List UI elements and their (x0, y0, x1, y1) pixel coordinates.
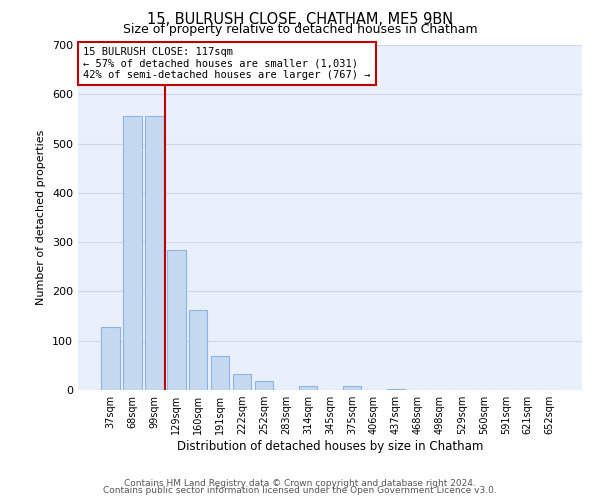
Text: 15, BULRUSH CLOSE, CHATHAM, ME5 9BN: 15, BULRUSH CLOSE, CHATHAM, ME5 9BN (147, 12, 453, 28)
Bar (255, 381, 274, 390)
Text: 15 BULRUSH CLOSE: 117sqm
← 57% of detached houses are smaller (1,031)
42% of sem: 15 BULRUSH CLOSE: 117sqm ← 57% of detach… (83, 46, 371, 80)
X-axis label: Distribution of detached houses by size in Chatham: Distribution of detached houses by size … (177, 440, 483, 453)
Bar (211, 356, 229, 390)
Bar (145, 116, 164, 390)
Text: Contains public sector information licensed under the Open Government Licence v3: Contains public sector information licen… (103, 486, 497, 495)
Bar (101, 327, 119, 390)
Bar (189, 310, 208, 390)
Bar (386, 388, 405, 390)
Y-axis label: Number of detached properties: Number of detached properties (37, 130, 46, 305)
Bar (167, 250, 185, 390)
Bar (233, 374, 251, 390)
Bar (343, 386, 361, 390)
Bar (299, 386, 317, 390)
Text: Contains HM Land Registry data © Crown copyright and database right 2024.: Contains HM Land Registry data © Crown c… (124, 478, 476, 488)
Text: Size of property relative to detached houses in Chatham: Size of property relative to detached ho… (122, 22, 478, 36)
Bar (123, 116, 142, 390)
